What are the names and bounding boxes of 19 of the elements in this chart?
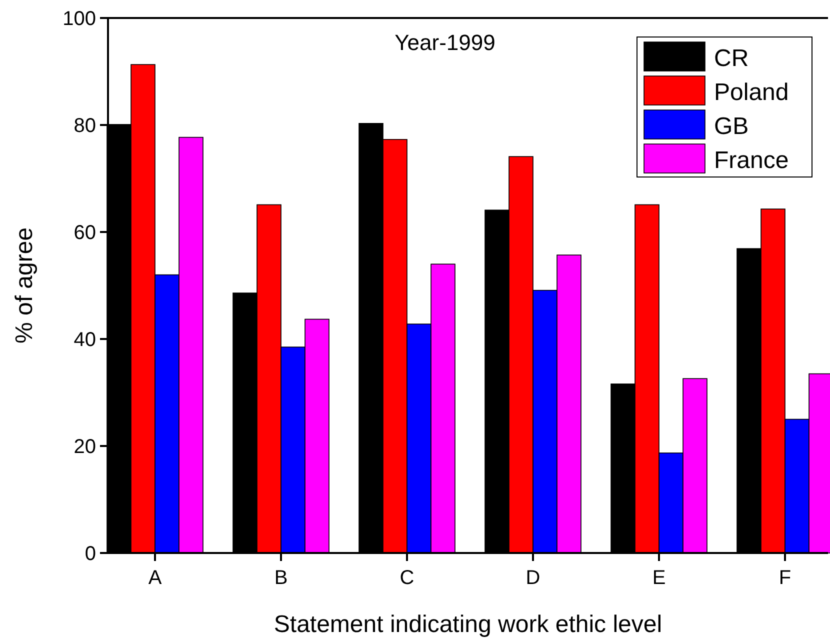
- y-tick-label: 40: [74, 329, 96, 351]
- y-tick-label: 100: [62, 8, 96, 30]
- x-tick-label: C: [400, 567, 414, 589]
- y-tick-label: 20: [74, 436, 96, 458]
- y-tick-label: 80: [74, 115, 96, 137]
- y-axis-title: % of agree: [11, 227, 38, 344]
- x-tick-label: B: [274, 567, 288, 589]
- x-tick-label: A: [148, 567, 162, 589]
- y-tick-label: 60: [74, 222, 96, 244]
- text: Year-1999: [394, 30, 496, 55]
- legend-label: Poland: [714, 79, 789, 106]
- x-tick-label: D: [526, 567, 540, 589]
- x-tick-label: F: [778, 567, 792, 589]
- x-axis-title: Statement indicating work ethic level: [274, 611, 662, 638]
- legend-label: France: [714, 147, 789, 174]
- legend-label: GB: [714, 113, 749, 140]
- y-tick-label: 0: [84, 543, 96, 565]
- legend-label: CR: [714, 45, 749, 72]
- x-tick-label: E: [652, 567, 666, 589]
